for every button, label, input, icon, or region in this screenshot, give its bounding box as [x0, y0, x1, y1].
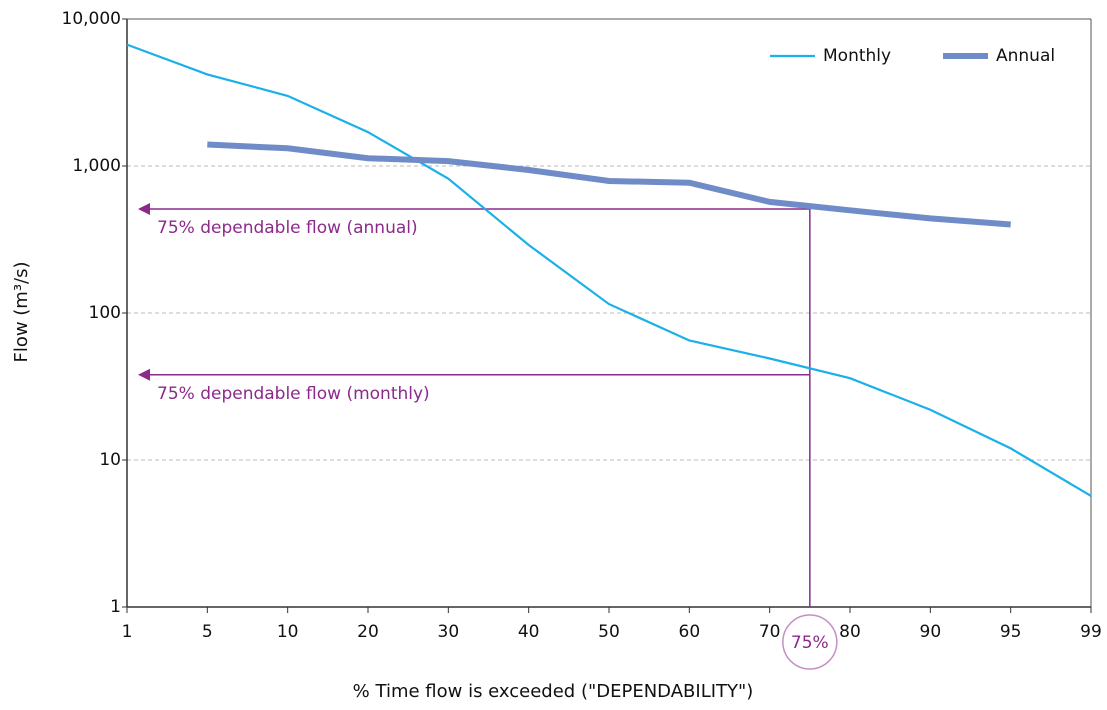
arrow-head — [138, 368, 150, 381]
x-tick-label: 5 — [202, 622, 213, 642]
y-tick-label: 100 — [89, 303, 121, 323]
y-tick-label: 10 — [99, 450, 121, 470]
x-tick-label: 70 — [759, 622, 781, 642]
annotation-text: 75% dependable flow (monthly) — [157, 384, 430, 404]
annotation-text: 75% dependable flow (annual) — [157, 218, 418, 238]
x-tick-label: 95 — [1000, 622, 1022, 642]
x-tick-label: 20 — [357, 622, 379, 642]
series-line — [126, 43, 1092, 497]
marker-circle — [782, 614, 838, 670]
series-line — [207, 141, 1011, 228]
legend-label: Annual — [996, 46, 1055, 66]
x-tick-label: 90 — [920, 622, 942, 642]
x-axis-label: % Time flow is exceeded ("DEPENDABILITY"… — [353, 681, 754, 702]
x-tick-label: 60 — [679, 622, 701, 642]
arrow-head — [138, 202, 150, 215]
legend-label: Monthly — [823, 46, 891, 66]
x-tick-label: 99 — [1080, 622, 1102, 642]
marker-label: 75% — [791, 633, 829, 653]
y-tick-label: 10,000 — [62, 9, 121, 29]
y-tick-label: 1 — [110, 597, 121, 617]
x-tick-label: 50 — [598, 622, 620, 642]
x-tick-label: 40 — [518, 622, 540, 642]
x-tick-label: 1 — [122, 622, 133, 642]
y-tick-label: 1,000 — [72, 156, 121, 176]
x-tick-label: 30 — [438, 622, 460, 642]
x-tick-label: 10 — [277, 622, 299, 642]
y-axis-label: Flow (m³/s) — [11, 261, 32, 362]
x-tick-label: 80 — [839, 622, 861, 642]
